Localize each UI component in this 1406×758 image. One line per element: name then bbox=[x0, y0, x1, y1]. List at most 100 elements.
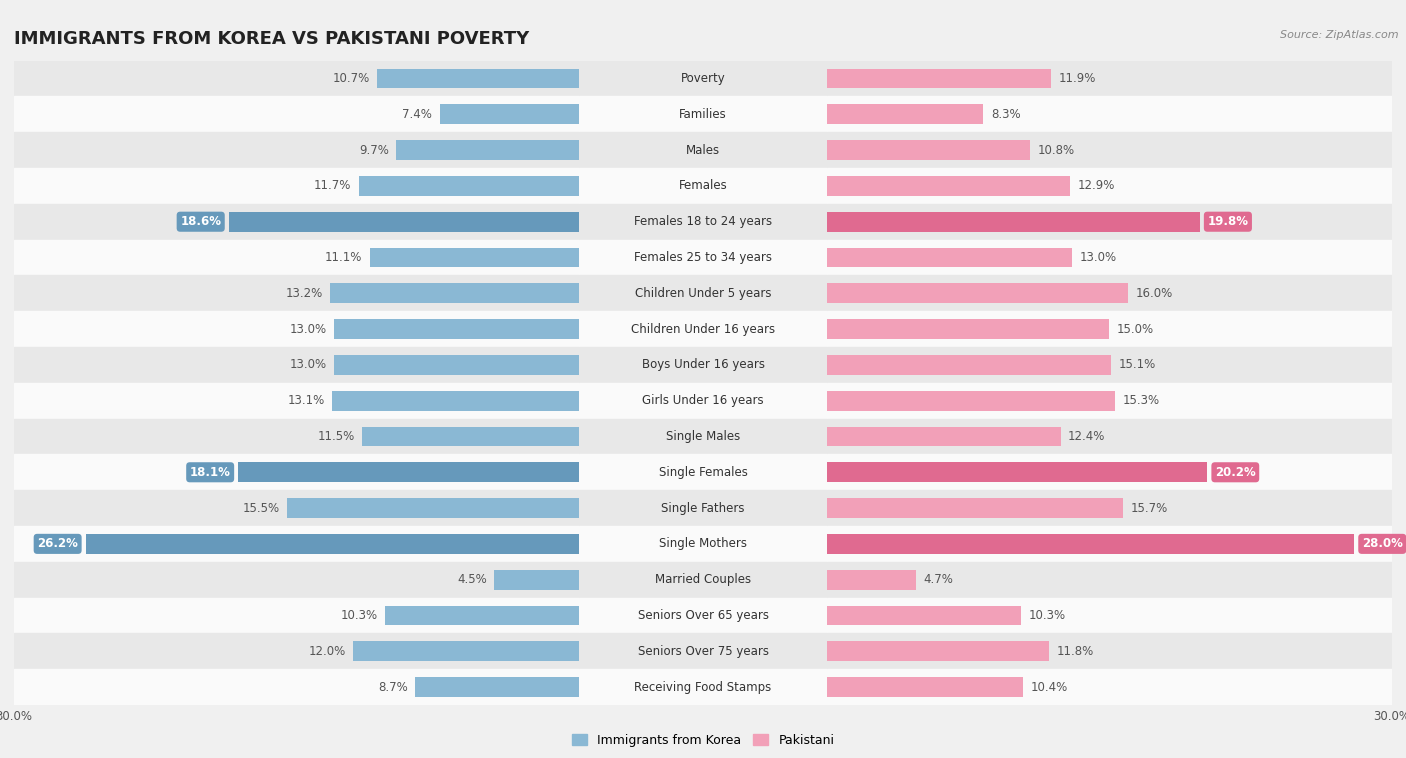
Bar bbox=[827, 69, 1052, 89]
Bar bbox=[14, 312, 579, 347]
Bar bbox=[370, 248, 579, 268]
Bar bbox=[827, 132, 1392, 168]
Bar bbox=[827, 61, 1392, 96]
Bar bbox=[827, 677, 1022, 697]
Text: Seniors Over 75 years: Seniors Over 75 years bbox=[637, 645, 769, 658]
Bar bbox=[827, 462, 1208, 482]
Text: 28.0%: 28.0% bbox=[1362, 537, 1403, 550]
Bar bbox=[827, 355, 1111, 374]
Text: 10.4%: 10.4% bbox=[1031, 681, 1067, 694]
Bar bbox=[579, 347, 827, 383]
Bar bbox=[827, 319, 1109, 339]
Bar bbox=[827, 176, 1070, 196]
Bar bbox=[827, 454, 1392, 490]
Bar bbox=[495, 570, 579, 590]
Text: Children Under 5 years: Children Under 5 years bbox=[634, 287, 772, 300]
Text: IMMIGRANTS FROM KOREA VS PAKISTANI POVERTY: IMMIGRANTS FROM KOREA VS PAKISTANI POVER… bbox=[14, 30, 529, 49]
Bar bbox=[14, 454, 579, 490]
Text: Poverty: Poverty bbox=[681, 72, 725, 85]
Bar bbox=[827, 212, 1199, 231]
Bar bbox=[579, 490, 827, 526]
Text: 13.1%: 13.1% bbox=[287, 394, 325, 407]
Bar bbox=[579, 454, 827, 490]
Bar bbox=[287, 498, 579, 518]
Bar bbox=[14, 418, 579, 454]
Text: 19.8%: 19.8% bbox=[1208, 215, 1249, 228]
Bar bbox=[229, 212, 579, 231]
Bar bbox=[827, 641, 1049, 661]
Bar bbox=[827, 427, 1060, 446]
Text: 15.7%: 15.7% bbox=[1130, 502, 1167, 515]
Bar bbox=[440, 105, 579, 124]
Bar bbox=[579, 204, 827, 240]
Bar bbox=[579, 132, 827, 168]
Bar bbox=[827, 498, 1122, 518]
Bar bbox=[385, 606, 579, 625]
Bar bbox=[827, 597, 1392, 634]
Bar bbox=[827, 669, 1392, 705]
Bar bbox=[827, 490, 1392, 526]
Text: Single Males: Single Males bbox=[666, 430, 740, 443]
Text: 10.7%: 10.7% bbox=[333, 72, 370, 85]
Text: 8.7%: 8.7% bbox=[378, 681, 408, 694]
Bar bbox=[86, 534, 579, 553]
Bar bbox=[14, 562, 579, 597]
Bar bbox=[579, 634, 827, 669]
Bar bbox=[14, 634, 579, 669]
Bar bbox=[14, 96, 579, 132]
Text: 16.0%: 16.0% bbox=[1136, 287, 1173, 300]
Bar bbox=[353, 641, 579, 661]
Text: Receiving Food Stamps: Receiving Food Stamps bbox=[634, 681, 772, 694]
Bar bbox=[14, 275, 579, 312]
Text: 12.4%: 12.4% bbox=[1069, 430, 1105, 443]
Bar bbox=[579, 312, 827, 347]
Text: 9.7%: 9.7% bbox=[359, 143, 389, 157]
Text: 13.0%: 13.0% bbox=[290, 359, 326, 371]
Text: 15.3%: 15.3% bbox=[1122, 394, 1160, 407]
Text: Single Fathers: Single Fathers bbox=[661, 502, 745, 515]
Text: Single Females: Single Females bbox=[658, 465, 748, 479]
Text: Source: ZipAtlas.com: Source: ZipAtlas.com bbox=[1281, 30, 1399, 40]
Text: 11.8%: 11.8% bbox=[1057, 645, 1094, 658]
Bar bbox=[14, 383, 579, 418]
Bar bbox=[579, 526, 827, 562]
Bar bbox=[579, 383, 827, 418]
Text: 4.5%: 4.5% bbox=[457, 573, 486, 586]
Text: Families: Families bbox=[679, 108, 727, 121]
Bar bbox=[827, 168, 1392, 204]
Text: Males: Males bbox=[686, 143, 720, 157]
Text: 10.3%: 10.3% bbox=[1029, 609, 1066, 622]
Text: 13.0%: 13.0% bbox=[290, 323, 326, 336]
Text: 8.3%: 8.3% bbox=[991, 108, 1021, 121]
Text: Single Mothers: Single Mothers bbox=[659, 537, 747, 550]
Bar bbox=[827, 140, 1031, 160]
Bar bbox=[14, 132, 579, 168]
Bar bbox=[14, 240, 579, 275]
Bar bbox=[14, 669, 579, 705]
Text: 10.8%: 10.8% bbox=[1038, 143, 1076, 157]
Bar bbox=[579, 168, 827, 204]
Text: 13.2%: 13.2% bbox=[285, 287, 323, 300]
Bar bbox=[827, 204, 1392, 240]
Text: Females 25 to 34 years: Females 25 to 34 years bbox=[634, 251, 772, 264]
Text: 18.6%: 18.6% bbox=[180, 215, 221, 228]
Bar bbox=[415, 677, 579, 697]
Bar bbox=[359, 176, 579, 196]
Bar bbox=[14, 168, 579, 204]
Text: 20.2%: 20.2% bbox=[1215, 465, 1256, 479]
Bar bbox=[579, 669, 827, 705]
Bar bbox=[827, 526, 1392, 562]
Text: 13.0%: 13.0% bbox=[1080, 251, 1116, 264]
Bar bbox=[827, 383, 1392, 418]
Text: Females 18 to 24 years: Females 18 to 24 years bbox=[634, 215, 772, 228]
Bar bbox=[14, 204, 579, 240]
Text: 15.0%: 15.0% bbox=[1116, 323, 1154, 336]
Text: 18.1%: 18.1% bbox=[190, 465, 231, 479]
Text: Children Under 16 years: Children Under 16 years bbox=[631, 323, 775, 336]
Bar bbox=[827, 312, 1392, 347]
Bar bbox=[238, 462, 579, 482]
Bar bbox=[377, 69, 579, 89]
Bar bbox=[330, 283, 579, 303]
Bar bbox=[827, 96, 1392, 132]
Text: 4.7%: 4.7% bbox=[924, 573, 953, 586]
